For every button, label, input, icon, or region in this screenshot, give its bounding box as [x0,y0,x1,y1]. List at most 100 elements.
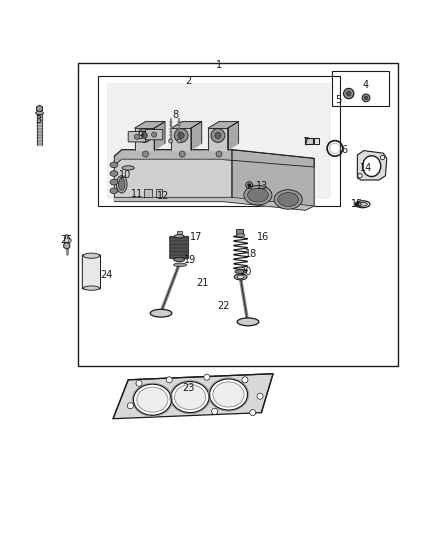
Text: 22: 22 [217,301,230,311]
Circle shape [152,132,157,137]
Ellipse shape [83,253,100,259]
Polygon shape [191,122,202,150]
Text: 13: 13 [256,181,268,191]
Circle shape [364,96,368,100]
Text: 20: 20 [239,266,251,277]
FancyBboxPatch shape [128,132,145,142]
Polygon shape [154,122,165,150]
Circle shape [179,151,185,157]
Text: 18: 18 [245,248,258,259]
FancyBboxPatch shape [82,255,100,289]
Text: 17: 17 [191,232,203,242]
Text: 9: 9 [137,131,143,141]
Ellipse shape [137,387,168,412]
Circle shape [127,403,134,409]
Bar [236,229,243,235]
Text: 4: 4 [363,80,369,90]
Ellipse shape [134,384,171,415]
Text: 24: 24 [100,270,113,280]
Ellipse shape [35,111,43,115]
Circle shape [343,88,354,99]
Circle shape [215,132,221,139]
Polygon shape [357,151,387,180]
Bar [314,139,319,144]
Bar [98,76,340,206]
Text: 19: 19 [184,255,196,264]
FancyBboxPatch shape [170,236,189,259]
Text: 16: 16 [257,232,269,242]
Text: 7: 7 [302,137,309,147]
Text: 25: 25 [60,235,73,245]
Circle shape [204,374,210,380]
Circle shape [248,184,251,187]
Text: 2: 2 [186,76,192,86]
Ellipse shape [234,274,247,280]
Text: 8: 8 [173,110,179,120]
Polygon shape [64,235,69,243]
Bar [78,63,399,366]
Ellipse shape [274,190,302,209]
Circle shape [358,174,362,178]
Circle shape [136,380,142,386]
Circle shape [362,94,370,102]
Ellipse shape [122,166,134,170]
Ellipse shape [110,180,118,185]
Circle shape [142,151,148,157]
Circle shape [141,132,148,139]
Circle shape [380,155,385,160]
Circle shape [166,377,172,383]
Polygon shape [114,197,314,211]
Text: 23: 23 [183,383,195,393]
Ellipse shape [236,234,245,237]
Circle shape [250,410,256,416]
Text: 14: 14 [360,163,372,173]
Polygon shape [177,139,181,143]
Circle shape [257,393,263,399]
Text: 3: 3 [35,115,41,125]
Polygon shape [232,150,314,206]
Polygon shape [114,150,232,197]
Ellipse shape [247,188,268,202]
Text: 10: 10 [119,170,131,180]
Circle shape [178,132,184,139]
Polygon shape [228,122,238,150]
Ellipse shape [213,382,244,407]
Polygon shape [208,128,228,150]
Circle shape [216,151,222,157]
Polygon shape [134,122,165,128]
Polygon shape [134,128,154,150]
Text: 11: 11 [131,189,143,199]
Ellipse shape [278,192,299,206]
Polygon shape [169,139,173,143]
Text: 5: 5 [335,94,341,104]
Circle shape [212,408,218,414]
Text: 12: 12 [157,191,169,201]
Ellipse shape [173,257,185,262]
Polygon shape [114,150,314,167]
Polygon shape [171,122,202,128]
Ellipse shape [110,171,118,176]
Text: 6: 6 [341,145,347,155]
Ellipse shape [117,176,127,193]
Polygon shape [113,374,273,419]
Polygon shape [171,128,191,150]
Ellipse shape [173,263,187,266]
Ellipse shape [174,384,205,410]
Polygon shape [208,122,238,128]
Ellipse shape [171,382,209,413]
Text: 1: 1 [216,60,222,70]
Ellipse shape [237,318,259,326]
FancyBboxPatch shape [145,130,163,140]
Bar [332,71,389,106]
Circle shape [174,128,188,142]
Circle shape [242,377,248,383]
Ellipse shape [358,203,367,206]
Bar [177,231,182,234]
Ellipse shape [150,309,172,317]
Ellipse shape [237,275,244,279]
Text: 21: 21 [196,278,209,288]
Bar [305,138,313,144]
Polygon shape [36,105,42,112]
Circle shape [346,91,351,96]
Circle shape [211,128,225,142]
